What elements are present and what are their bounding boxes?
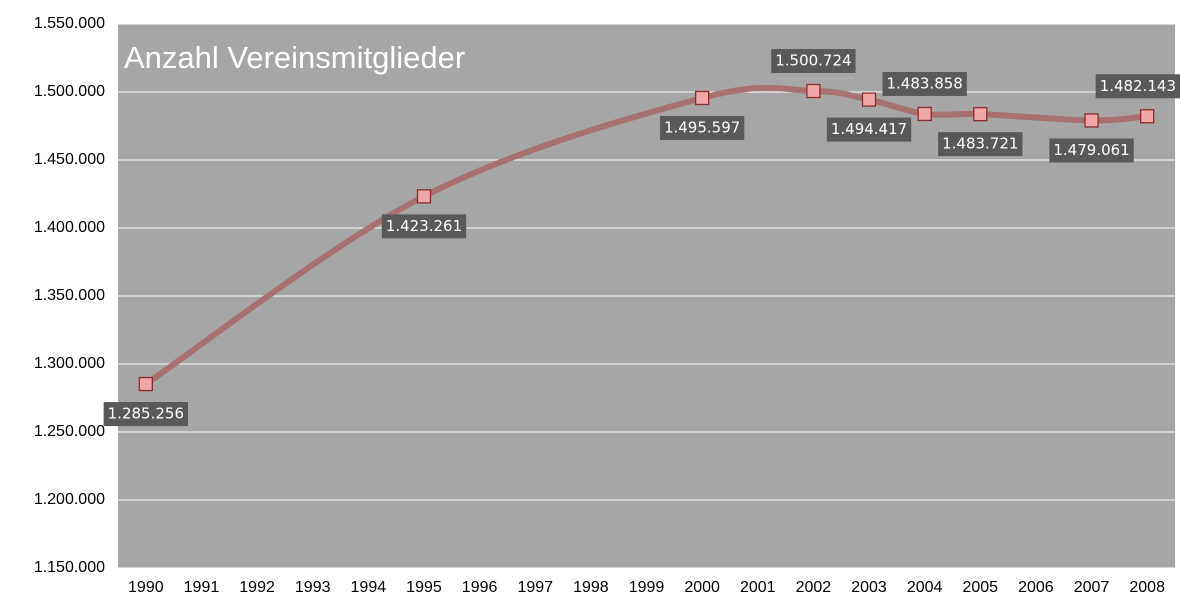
x-tick-label: 2006 — [1018, 579, 1054, 596]
data-label-text: 1.495.597 — [664, 118, 740, 136]
data-label-text: 1.483.858 — [886, 74, 962, 92]
x-tick-label: 1996 — [462, 579, 498, 596]
data-label: 1.482.143 — [1095, 74, 1180, 99]
y-tick-label: 1.250.000 — [34, 423, 105, 440]
data-label-text: 1.494.417 — [831, 120, 907, 138]
data-label-text: 1.500.724 — [775, 52, 851, 70]
data-label-box — [938, 132, 1023, 157]
data-label: 1.500.724 — [771, 49, 856, 74]
marker — [861, 92, 877, 107]
data-label: 1.495.597 — [659, 115, 745, 140]
data-label-text: 1.482.143 — [1100, 77, 1176, 95]
marker — [806, 83, 821, 99]
x-tick-label: 1994 — [351, 579, 387, 596]
x-tick-label: 1998 — [573, 579, 609, 596]
marker — [694, 90, 710, 106]
data-label-box — [381, 214, 467, 239]
y-tick-label: 1.300.000 — [34, 355, 105, 372]
data-label-text: 1.423.261 — [386, 217, 462, 235]
x-tick-label: 1993 — [295, 579, 331, 596]
marker — [416, 189, 432, 204]
data-label-box — [1095, 74, 1180, 99]
x-tick-label: 2005 — [962, 579, 998, 596]
y-tick-label: 1.450.000 — [34, 151, 105, 168]
x-tick-label: 2003 — [851, 579, 887, 596]
y-tick-label: 1.350.000 — [34, 287, 105, 304]
data-label-box — [1049, 138, 1134, 163]
data-label-box — [882, 71, 967, 96]
x-tick-label: 2008 — [1129, 579, 1165, 596]
data-label-box — [659, 115, 745, 140]
x-tick-label: 2004 — [907, 579, 943, 596]
data-label: 1.483.858 — [882, 71, 967, 96]
marker — [973, 106, 988, 122]
x-tick-label: 1997 — [517, 579, 553, 596]
x-tick-label: 2002 — [796, 579, 832, 596]
data-label-text: 1.483.721 — [942, 135, 1018, 153]
y-tick-label: 1.550.000 — [34, 15, 105, 32]
marker — [138, 376, 153, 392]
x-tick-label: 1991 — [184, 579, 220, 596]
data-label-text: 1.285.256 — [108, 405, 184, 423]
chart-title: Anzahl Vereinsmitglieder — [124, 40, 465, 75]
x-tick-label: 2000 — [684, 579, 720, 596]
marker — [1140, 109, 1155, 124]
data-label-box — [103, 402, 188, 427]
y-tick-label: 1.400.000 — [34, 219, 105, 236]
y-tick-label: 1.200.000 — [34, 491, 105, 508]
x-tick-label: 2007 — [1074, 579, 1110, 596]
marker — [917, 106, 932, 122]
x-tick-label: 1995 — [406, 579, 442, 596]
y-tick-label: 1.500.000 — [34, 83, 105, 100]
data-label-box — [826, 117, 912, 142]
data-label: 1.494.417 — [826, 117, 912, 142]
x-tick-label: 1990 — [128, 579, 164, 596]
data-label-box — [771, 49, 856, 74]
x-tick-label: 1999 — [629, 579, 665, 596]
data-label: 1.423.261 — [381, 214, 467, 239]
marker — [1084, 113, 1099, 128]
x-tick-label: 1992 — [239, 579, 275, 596]
x-tick-label: 2001 — [740, 579, 776, 596]
data-label-text: 1.479.061 — [1053, 141, 1129, 159]
data-label: 1.483.721 — [938, 132, 1023, 157]
data-label: 1.285.256 — [103, 402, 188, 427]
data-label: 1.479.061 — [1049, 138, 1134, 163]
y-tick-label: 1.150.000 — [34, 559, 105, 576]
